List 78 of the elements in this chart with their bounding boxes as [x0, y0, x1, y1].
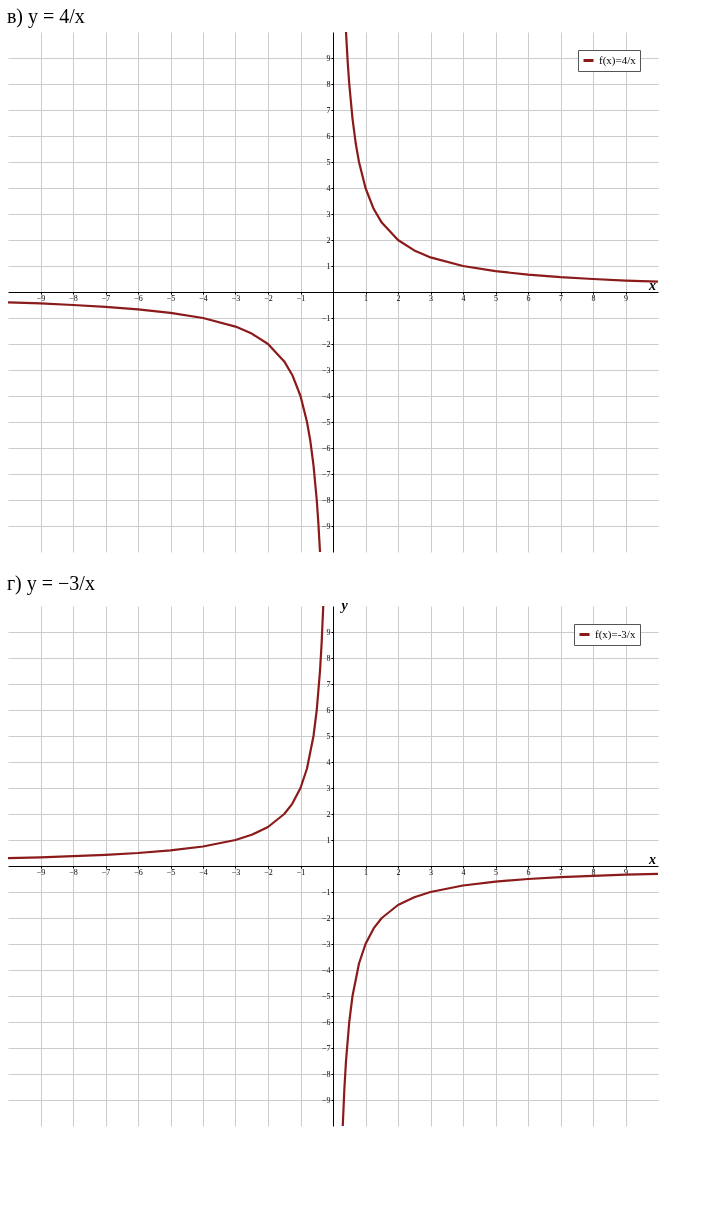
x-tick-label: −4 [199, 293, 208, 303]
legend-label: f(x)=-3/x [595, 627, 636, 641]
legend-label: f(x)=4/x [599, 53, 637, 67]
x-tick-label: −6 [134, 867, 143, 877]
y-tick-label: −3 [321, 939, 331, 949]
x-tick-label: 2 [396, 293, 401, 303]
x-tick-label: −1 [296, 293, 306, 303]
x-tick-label: −2 [264, 293, 273, 303]
x-tick-label: −1 [296, 867, 306, 877]
x-tick-label: 2 [396, 867, 401, 877]
y-tick-label: −4 [321, 391, 331, 401]
y-tick-label: 1 [326, 261, 331, 271]
y-tick-label: −8 [321, 1069, 331, 1079]
y-tick-label: −2 [321, 913, 331, 923]
y-tick-label: 9 [326, 53, 331, 63]
x-tick-label: 1 [364, 293, 368, 303]
y-tick-label: 2 [326, 809, 331, 819]
y-tick-label: −6 [321, 1017, 331, 1027]
y-tick-label: −5 [321, 991, 331, 1001]
y-tick-label: −1 [321, 887, 331, 897]
y-axis-title: y [339, 597, 349, 613]
x-tick-label: 7 [559, 293, 563, 303]
x-tick-label: 6 [526, 867, 531, 877]
y-tick-label: 3 [326, 209, 331, 219]
y-tick-label: −2 [321, 339, 331, 349]
x-tick-label: 9 [624, 293, 628, 303]
x-tick-label: −2 [264, 867, 273, 877]
y-tick-label: 7 [326, 679, 331, 689]
y-tick-label: 5 [326, 157, 331, 167]
y-tick-label: 9 [326, 627, 331, 637]
x-tick-label: −9 [36, 293, 46, 303]
x-tick-label: −8 [69, 867, 78, 877]
x-tick-label: 5 [494, 867, 498, 877]
x-tick-label: −6 [134, 293, 143, 303]
y-tick-label: 8 [326, 79, 331, 89]
x-tick-label: −3 [231, 293, 241, 303]
x-tick-label: 4 [461, 293, 466, 303]
x-tick-label: −5 [166, 867, 176, 877]
y-tick-label: 6 [326, 131, 331, 141]
y-tick-label: 6 [326, 705, 331, 715]
x-tick-label: 3 [429, 293, 433, 303]
y-tick-label: −9 [321, 521, 331, 531]
chart-title: в) y = 4/x [6, 4, 85, 28]
y-tick-label: −8 [321, 495, 331, 505]
y-tick-label: −6 [321, 443, 331, 453]
x-tick-label: 3 [429, 867, 433, 877]
y-tick-label: −1 [321, 313, 331, 323]
x-tick-label: 8 [591, 867, 596, 877]
x-tick-label: 4 [461, 867, 466, 877]
y-tick-label: 5 [326, 731, 331, 741]
y-tick-label: 3 [326, 783, 331, 793]
x-tick-label: 8 [591, 293, 596, 303]
y-tick-label: −7 [321, 1043, 331, 1053]
y-tick-label: 7 [326, 105, 331, 115]
y-tick-label: 8 [326, 653, 331, 663]
x-axis-title: x [648, 851, 656, 867]
x-tick-label: 7 [559, 867, 563, 877]
y-tick-label: 4 [326, 757, 331, 767]
x-tick-label: −9 [36, 867, 46, 877]
chart-title: г) y = −3/x [6, 572, 95, 595]
x-tick-label: 6 [526, 293, 531, 303]
y-tick-label: 2 [326, 235, 331, 245]
x-tick-label: −8 [69, 293, 78, 303]
x-tick-label: −3 [231, 867, 241, 877]
x-axis-title: x [648, 277, 656, 293]
x-tick-label: −7 [101, 867, 111, 877]
x-tick-label: −7 [101, 293, 111, 303]
y-tick-label: −9 [321, 1095, 331, 1105]
x-tick-label: 5 [494, 293, 498, 303]
x-tick-label: −5 [166, 293, 176, 303]
x-tick-label: 1 [364, 867, 368, 877]
y-tick-label: −4 [321, 965, 331, 975]
y-tick-label: −5 [321, 417, 331, 427]
y-tick-label: 4 [326, 183, 331, 193]
y-tick-label: 1 [326, 835, 331, 845]
y-tick-label: −3 [321, 365, 331, 375]
y-tick-label: −7 [321, 469, 331, 479]
x-tick-label: −4 [199, 867, 208, 877]
